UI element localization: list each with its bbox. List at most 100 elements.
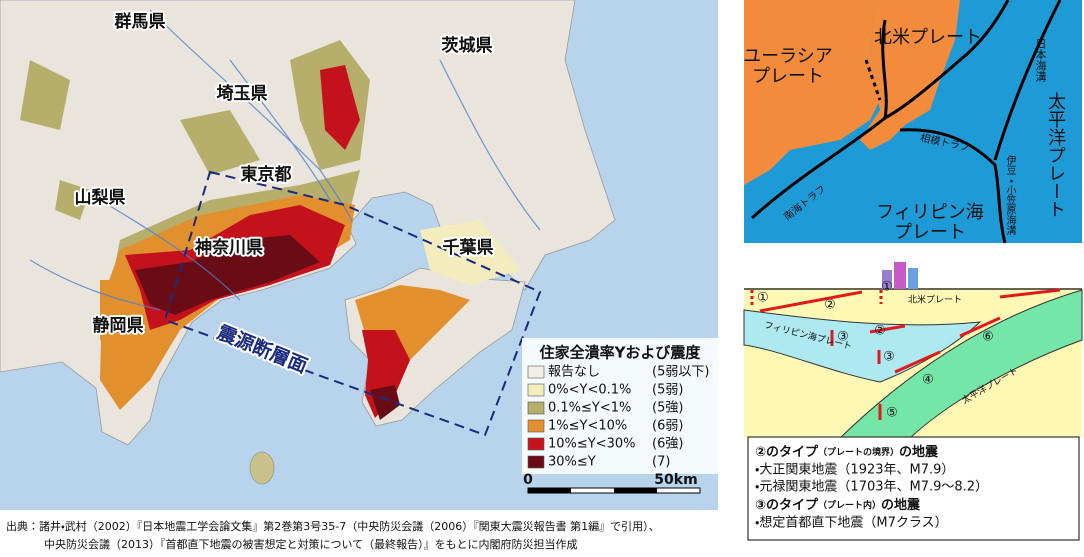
legend-background (522, 338, 718, 474)
plate-label: フィリピン海 (876, 202, 984, 223)
cross-section-markers: ① ② ③ ② ③ ⑥ ④ ⑤ ① (757, 280, 994, 421)
building-shape (882, 270, 892, 289)
prefecture-label: 茨城県 (442, 35, 493, 56)
scale-bar-shape (528, 488, 571, 493)
marker: ④ (922, 373, 934, 388)
legend: 住家全潰率Yおよび震度 報告なし (5弱以下) 0%<Y<0.1% (5弱) 0.1%≤… (522, 338, 718, 474)
note-heading-part: ③のタイプ (755, 498, 819, 513)
legend-intensity: (5強) (652, 401, 683, 416)
fault-markers-shape (894, 350, 941, 374)
prefecture-labels: 群馬県 茨城県 埼玉県 東京都 山梨県 神奈川県 千葉県 静岡県 (73, 9, 496, 338)
eurasia-plate (744, 0, 880, 185)
plate-label: プレート (894, 222, 966, 243)
fault-markers-shape (999, 288, 1061, 299)
note-heading-part: の地震 (899, 444, 939, 460)
plate-label: プレート (752, 66, 824, 87)
fault-markers-shape (869, 324, 906, 334)
note-heading-part: ②のタイプ (755, 445, 819, 460)
plate-map-shape (864, 59, 882, 101)
legend-label: 1%≤Y<10% (548, 419, 627, 434)
damage-areas-shape (320, 65, 360, 150)
rivers (29, 9, 541, 311)
plate-label: 太平洋プレート (1045, 92, 1066, 218)
prefecture-label: 埼玉県 (217, 83, 268, 104)
legend-swatch (527, 365, 545, 379)
legend-label: 10%≤Y<30% (548, 437, 636, 452)
philippine-plate (743, 309, 982, 383)
source-line: 出典：諸井・武村（2002）『日本地震工学会論文集』第2巻第3号35-7（中央防… (6, 519, 660, 533)
legend-swatch (527, 455, 545, 469)
legend-label: 30%≤Y (548, 455, 596, 470)
rivers-shape (149, 9, 353, 223)
scale-label: 50km (654, 472, 697, 488)
legend-intensity: (7) (652, 455, 670, 470)
note-heading: ③のタイプ（プレート内）の地震 (755, 497, 921, 513)
plate-label: 北米プレート (908, 294, 962, 306)
note-item: ・元禄関東地震（1703年、M7.9～8.2） (755, 479, 988, 495)
prefecture-label: 群馬県 (115, 11, 166, 32)
legend-intensity: (5弱) (652, 383, 683, 398)
oshima (249, 451, 275, 485)
legend-label: 報告なし (548, 365, 600, 380)
note-item: ・想定首都直下地震（M7クラス） (755, 515, 948, 531)
damage-areas-shape (20, 60, 260, 220)
plate-boundaries (750, 0, 1062, 244)
plate-label: 北米プレート (874, 27, 982, 48)
note-heading: ②のタイプ（プレートの境界）の地震 (755, 444, 939, 460)
plate-map: ユーラシア プレート 北米プレート 日本海溝 太平洋プレート 相模トラフ 伊豆・… (743, 0, 1082, 244)
legend-intensity: (6弱) (652, 419, 683, 434)
building (882, 262, 918, 289)
damage-areas (20, 40, 520, 420)
legend-swatch (527, 401, 545, 415)
plate-boundaries-shape (993, 0, 1062, 161)
fault-plane-outline (163, 170, 542, 437)
marker: ① (881, 280, 893, 295)
damage-areas-shape (370, 385, 400, 420)
legend-swatch (527, 437, 545, 451)
note-heading-part: の地震 (881, 497, 921, 513)
note-heading-part: （プレートの境界） (818, 446, 899, 458)
notes-box-shape (747, 436, 1080, 541)
source-line: 中央防災会議（2013）『首都直下地震の被害想定と対策について（最終報告）』をも… (44, 537, 577, 551)
marker: ③ (883, 350, 895, 365)
scale-label: 0 (523, 472, 533, 488)
fault-markers-shape (959, 316, 1001, 338)
scale-bar-shape (614, 488, 657, 493)
marker: ⑤ (886, 406, 898, 421)
legend-title: 住家全潰率Yおよび震度 (539, 344, 701, 362)
cross-section: ① ② ③ ② ③ ⑥ ④ ⑤ ① 北米プレート フィリピン海プレート 太平洋プ… (743, 262, 1083, 439)
trench-label: 日本海溝 (1034, 38, 1047, 83)
legend-intensity: (6強) (652, 437, 683, 452)
marker: ② (824, 298, 836, 313)
notes-box: ②のタイプ（プレートの境界）の地震 ・大正関東地震（1923年、M7.9） ・元… (747, 436, 1080, 541)
fault-markers-shape (830, 330, 882, 420)
legend-swatch (527, 383, 545, 397)
prefecture-label: 山梨県 (75, 187, 126, 208)
marker: ② (874, 324, 886, 339)
rivers-shape (439, 59, 541, 231)
plate-label: ユーラシア (743, 46, 833, 67)
rivers-shape (229, 59, 331, 201)
damage-areas-shape (420, 220, 520, 285)
marker: ⑥ (982, 330, 994, 345)
damage-areas-shape (135, 235, 320, 315)
prefecture-label: 神奈川県 (194, 237, 263, 258)
rivers-shape (99, 199, 241, 301)
fault-markers-shape (759, 290, 863, 313)
prefecture-label: 東京都 (241, 164, 292, 185)
pacific-plate (838, 289, 1083, 439)
legend-swatch (527, 419, 545, 433)
trench-label: 伊豆・小笠原海溝 (1004, 155, 1016, 236)
seismic-map: 群馬県 茨城県 埼玉県 東京都 山梨県 神奈川県 千葉県 静岡県 震源断層面 住… (0, 0, 718, 510)
marker: ③ (837, 330, 849, 345)
legend-intensity: (5弱以下) (652, 365, 709, 380)
prefecture-label: 静岡県 (93, 315, 144, 336)
plate-boundaries-shape (899, 128, 1007, 244)
legend-label: 0.1%≤Y<1% (548, 401, 631, 416)
building-shape (894, 262, 906, 289)
plate-boundaries-shape (750, 19, 888, 220)
fault-markers-shape (750, 290, 883, 306)
building-shape (908, 268, 918, 289)
plate-boundaries-shape (884, 0, 1010, 120)
